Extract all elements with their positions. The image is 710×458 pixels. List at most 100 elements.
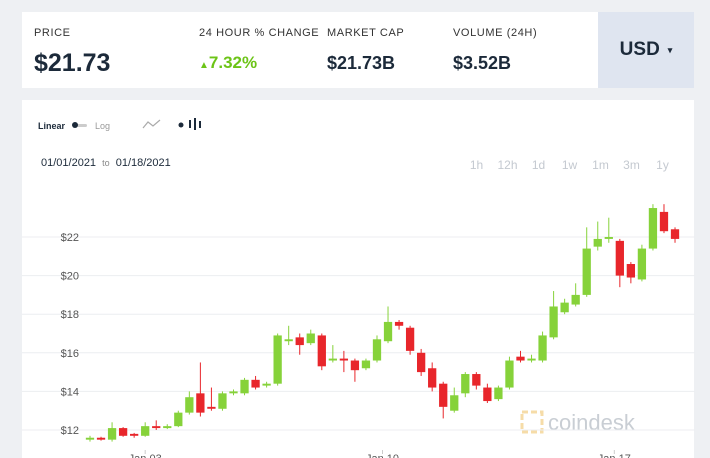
range-button[interactable]: 1d <box>531 158 546 172</box>
candle-body <box>141 426 150 436</box>
candle-body <box>152 426 161 429</box>
candle-body <box>582 248 591 295</box>
candle-body <box>339 358 349 361</box>
candle-body <box>394 321 404 326</box>
candle-body <box>428 368 437 388</box>
linear-toggle[interactable]: Linear <box>38 121 66 131</box>
candle-body <box>328 358 337 361</box>
candle-body <box>494 387 503 400</box>
candle-body <box>361 360 371 369</box>
candle-body <box>196 393 205 413</box>
candle-body <box>284 339 293 342</box>
candle-body <box>505 360 514 388</box>
y-tick-label: $22 <box>61 232 79 244</box>
candle-body <box>659 211 669 232</box>
candle-body <box>571 294 580 305</box>
market-cap-label: MARKET CAP <box>327 27 405 39</box>
candle-body <box>648 208 658 249</box>
selected-dot <box>178 122 184 128</box>
candle-body <box>96 437 106 440</box>
range-button[interactable]: 1h <box>469 158 484 172</box>
y-tick-label: $18 <box>61 309 79 321</box>
candle-body <box>549 306 558 338</box>
volume-label: VOLUME (24H) <box>453 27 538 39</box>
range-buttons: 1h 12h 1d 1w 1m 3m 1y <box>461 158 678 172</box>
chart-type-icons <box>142 118 201 130</box>
price: $21.73 <box>34 49 111 77</box>
candle-body <box>240 379 249 394</box>
candle-body <box>626 264 636 278</box>
candle-body <box>604 236 613 239</box>
candle-body <box>538 335 547 361</box>
range-button[interactable]: 1w <box>561 158 578 172</box>
change: ▲7.32% <box>199 53 257 73</box>
y-tick-label: $12 <box>61 425 79 437</box>
change-value: 7.32% <box>208 53 258 72</box>
range-button[interactable]: 3m <box>623 158 640 172</box>
candle-body <box>251 379 260 388</box>
date-range[interactable]: 01/01/2021 to 01/18/2021 <box>41 157 171 169</box>
price-label: PRICE <box>34 27 71 39</box>
x-tick-label: Jan 03 <box>129 453 162 458</box>
change-label: 24 HOUR % CHANGE <box>199 27 320 39</box>
candle-body <box>637 248 647 280</box>
y-tick-label: $14 <box>61 386 79 398</box>
candle-body <box>350 360 360 371</box>
candle-body <box>527 358 536 361</box>
range-button[interactable]: 12h <box>497 158 518 172</box>
stats-card: PRICE $21.73 24 HOUR % CHANGE ▲7.32% MAR… <box>22 12 598 88</box>
candle-body <box>560 302 569 313</box>
x-tick-label: Jan 17 <box>598 453 631 458</box>
candle-body <box>670 229 680 239</box>
dropdown-caret: ▾ <box>667 44 673 55</box>
y-tick-label: $16 <box>61 348 79 360</box>
candle-body <box>483 387 492 402</box>
x-tick-label: Jan 10 <box>366 453 399 458</box>
candle-icon[interactable] <box>189 118 201 130</box>
date-to: 01/18/2021 <box>115 157 171 169</box>
candle-body <box>262 383 271 386</box>
candle-body <box>405 327 415 351</box>
candle-body <box>383 321 393 342</box>
y-tick-label: $20 <box>61 271 79 283</box>
candle-body <box>207 406 216 409</box>
scale-switch[interactable] <box>72 122 87 128</box>
line-icon[interactable] <box>142 119 161 129</box>
currency-button[interactable]: USD ▾ <box>598 12 694 88</box>
candle-body <box>461 374 470 394</box>
candle-body <box>372 339 382 361</box>
candle-body <box>85 437 95 440</box>
up-arrow: ▲ <box>199 60 209 71</box>
currency: USD <box>619 39 660 60</box>
candle-body <box>229 391 238 394</box>
candle-body <box>439 383 448 407</box>
date-to-word: to <box>102 158 110 168</box>
range-button[interactable]: 1y <box>656 158 669 172</box>
candle-body <box>185 397 194 413</box>
candle-body <box>107 428 117 440</box>
candle-body <box>174 412 183 427</box>
log-toggle[interactable]: Log <box>95 121 111 131</box>
switch-knob <box>72 122 78 128</box>
volume: $3.52B <box>453 53 512 73</box>
candle-body <box>472 374 481 386</box>
candle-body <box>163 426 172 429</box>
candle-body <box>317 335 326 367</box>
candle-body <box>615 240 624 276</box>
range-button[interactable]: 1m <box>592 158 609 172</box>
candle-body <box>306 333 315 344</box>
candle-body <box>450 395 459 411</box>
candle-body <box>593 238 602 247</box>
date-from: 01/01/2021 <box>41 157 97 169</box>
plot: $12 $14 $16 $18 $20 $22 Jan 03 Jan 10 Jan 17 <box>22 204 695 458</box>
market-cap: $21.73B <box>327 53 396 73</box>
candle-body <box>118 428 128 436</box>
chart-card <box>22 100 694 458</box>
candle-body <box>273 335 282 384</box>
candle-body <box>295 337 304 346</box>
watermark-logo <box>520 410 544 434</box>
candle-body <box>516 356 525 361</box>
candle-body <box>417 352 426 373</box>
